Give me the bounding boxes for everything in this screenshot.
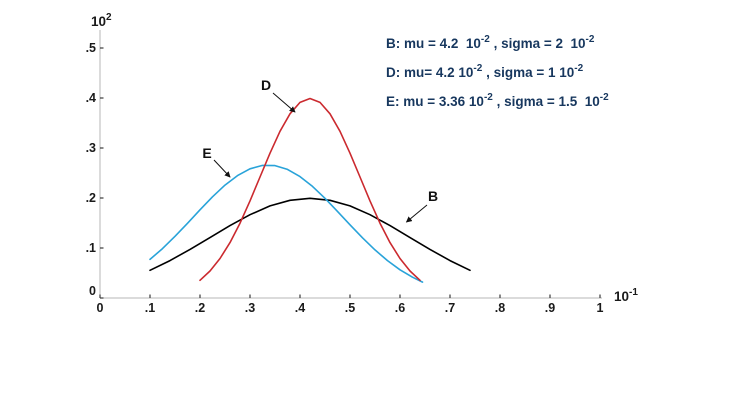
y-axis-scale-label-exponent: 2 — [106, 12, 112, 23]
x-tick-label-.9: .9 — [544, 301, 556, 315]
y-tick-label-0: 0 — [89, 284, 96, 298]
y-tick-label-.3: .3 — [85, 141, 96, 155]
y-tick-label-.5: .5 — [85, 41, 96, 55]
x-tick-label-.8: .8 — [494, 301, 506, 315]
curve-D — [199, 97, 421, 282]
x-tick-label-.3: .3 — [244, 301, 256, 315]
x-tick-label-.7: .7 — [444, 301, 456, 315]
x-tick-label-.6: .6 — [394, 301, 406, 315]
x-axis-scale-label: 10-1 — [614, 287, 638, 304]
legend-line-D: D: mu= 4.2 10-2 , sigma = 1 10-2 — [386, 63, 584, 80]
arrow-to-curve-E — [213, 159, 231, 178]
y-tick-label-.1: .1 — [85, 241, 96, 255]
annotation-arrows — [213, 92, 428, 223]
y-axis-scale-label: 102 — [91, 12, 112, 29]
curve-label-B: B — [427, 188, 439, 204]
x-tick-label-.4: .4 — [294, 301, 306, 315]
curve-label-D: D — [260, 77, 272, 93]
x-tick-label-1: 1 — [596, 301, 604, 315]
curve-B — [149, 197, 471, 272]
x-tick-label-.2: .2 — [194, 301, 206, 315]
x-tick-label-.5: .5 — [344, 301, 356, 315]
arrow-to-curve-B — [405, 204, 428, 223]
curve-label-E: E — [202, 145, 212, 161]
y-tick-label-.2: .2 — [85, 191, 96, 205]
axes — [99, 30, 602, 299]
legend-line-B: B: mu = 4.2 10-2 , sigma = 2 10-2 — [386, 34, 595, 51]
arrow-to-curve-D — [272, 92, 296, 113]
x-tick-label-0: 0 — [96, 301, 104, 315]
curves — [149, 97, 471, 283]
y-tick-label-.4: .4 — [85, 91, 96, 105]
x-tick-label-.1: .1 — [144, 301, 156, 315]
x-axis-scale-label-exponent: -1 — [629, 287, 638, 298]
legend-line-E: E: mu = 3.36 10-2 , sigma = 1.5 10-2 — [386, 92, 609, 109]
curve-E — [149, 164, 424, 283]
